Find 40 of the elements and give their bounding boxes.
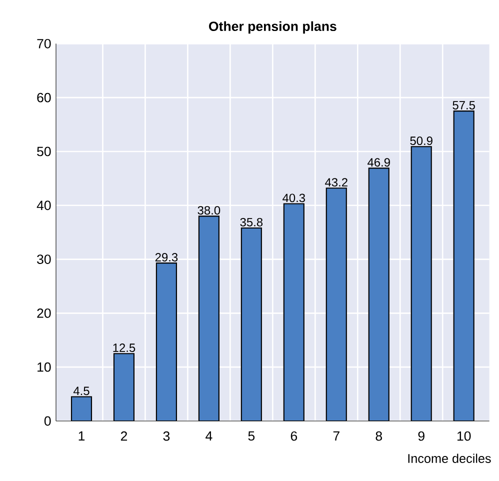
data-label: 38.0 — [198, 206, 220, 215]
x-tick-label: 9 — [418, 431, 424, 441]
data-label: 46.9 — [368, 158, 390, 167]
bar — [70, 396, 92, 421]
bar — [326, 188, 347, 421]
bar — [410, 146, 432, 421]
x-tick-label: 5 — [248, 431, 255, 441]
y-tick-label: 10 — [38, 362, 51, 372]
data-label: 40.3 — [282, 194, 306, 202]
y-tick-label: 20 — [37, 308, 51, 318]
x-tick-label: 10 — [457, 431, 471, 441]
bar — [283, 203, 304, 421]
data-label: 50.9 — [410, 136, 432, 146]
bar — [198, 216, 220, 421]
x-tick-label: 8 — [376, 431, 382, 441]
y-tick-label: 0 — [44, 416, 51, 426]
y-tick-label: 30 — [37, 254, 51, 264]
bar — [113, 353, 135, 421]
x-tick-label: 4 — [206, 431, 212, 440]
x-tick-label: 3 — [163, 431, 170, 441]
y-tick-label: 70 — [37, 38, 51, 48]
data-label: 4.5 — [73, 386, 90, 396]
data-label: 43.2 — [325, 178, 348, 187]
chart-title: Other pension plans — [209, 21, 336, 34]
data-label: 12.5 — [113, 344, 136, 352]
x-tick-label: 7 — [333, 431, 340, 440]
x-tick-label: 2 — [120, 431, 128, 441]
x-tick-label: 6 — [290, 431, 298, 441]
y-tick-label: 60 — [37, 92, 51, 102]
y-tick-label: 40 — [36, 200, 51, 210]
data-label: 35.8 — [240, 218, 263, 226]
data-label: 29.3 — [155, 252, 178, 262]
y-tick-label: 50 — [37, 146, 51, 156]
bar — [240, 227, 262, 421]
bar — [453, 110, 474, 421]
bar — [156, 262, 177, 421]
data-label: 57.5 — [452, 101, 475, 110]
x-tick-label: 1 — [78, 431, 85, 440]
x-axis-title: Income deciles — [408, 454, 491, 463]
bar — [368, 168, 390, 421]
